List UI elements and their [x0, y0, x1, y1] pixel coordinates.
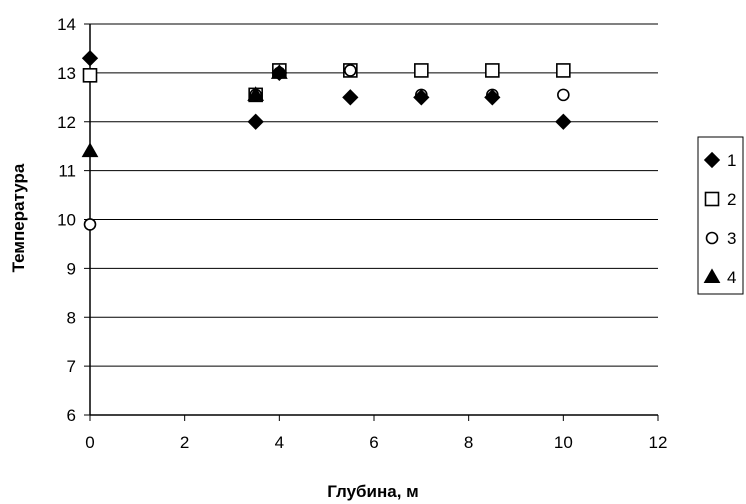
x-tick-label: 0 [85, 433, 94, 452]
data-point-series-1 [413, 89, 430, 106]
legend: 1 2 3 4 [697, 136, 744, 295]
gridlines [90, 23, 658, 367]
x-tick-label: 10 [554, 433, 573, 452]
x-tick-label: 2 [180, 433, 189, 452]
y-axis-title: Температура [9, 163, 28, 272]
data-point-series-4 [81, 142, 99, 158]
data-point-series-4 [270, 64, 288, 79]
legend-marker-1 [703, 151, 721, 169]
legend-marker-3 [705, 231, 719, 245]
data-point-series-1 [484, 89, 501, 106]
y-tick-label: 9 [67, 259, 76, 278]
axes [84, 23, 659, 421]
data-point-series-3 [557, 88, 570, 102]
legend-label-4: 4 [727, 268, 736, 287]
data-point-series-2 [82, 68, 98, 83]
legend-label-1: 1 [727, 151, 736, 170]
x-tick-label: 8 [464, 433, 473, 452]
y-tick-label: 14 [57, 15, 76, 34]
x-tick-label: 12 [649, 433, 668, 452]
data-point-series-1 [342, 89, 359, 106]
x-tick-label: 6 [369, 433, 378, 452]
x-tick-label: 4 [275, 433, 284, 452]
y-tick-label: 6 [67, 406, 76, 425]
y-tick-label: 11 [58, 162, 76, 181]
y-tick-label: 7 [67, 357, 76, 376]
data-point-series-4 [247, 86, 265, 101]
data-point-series-1 [81, 50, 99, 67]
data-point-series-1 [555, 113, 572, 130]
legend-marker-4 [703, 268, 721, 284]
data-point-series-1 [247, 113, 264, 130]
y-tick-label: 10 [57, 211, 76, 230]
tick-labels: 6 7 8 9 10 11 12 13 14 0 2 4 6 8 10 12 [57, 15, 667, 452]
data-point-series-3 [344, 64, 357, 77]
y-tick-label: 12 [57, 113, 76, 132]
y-tick-label: 8 [67, 308, 76, 327]
legend-marker-2 [704, 191, 720, 207]
legend-label-2: 2 [727, 190, 736, 209]
legend-label-3: 3 [727, 229, 736, 248]
data-point-series-2 [414, 63, 429, 78]
y-tick-label: 13 [57, 64, 76, 83]
data-points [81, 50, 572, 231]
x-axis-title: Глубина, м [327, 482, 419, 501]
data-point-series-3 [83, 218, 97, 231]
data-point-series-2 [556, 63, 571, 78]
legend-box [697, 136, 744, 295]
data-point-series-2 [485, 63, 500, 78]
